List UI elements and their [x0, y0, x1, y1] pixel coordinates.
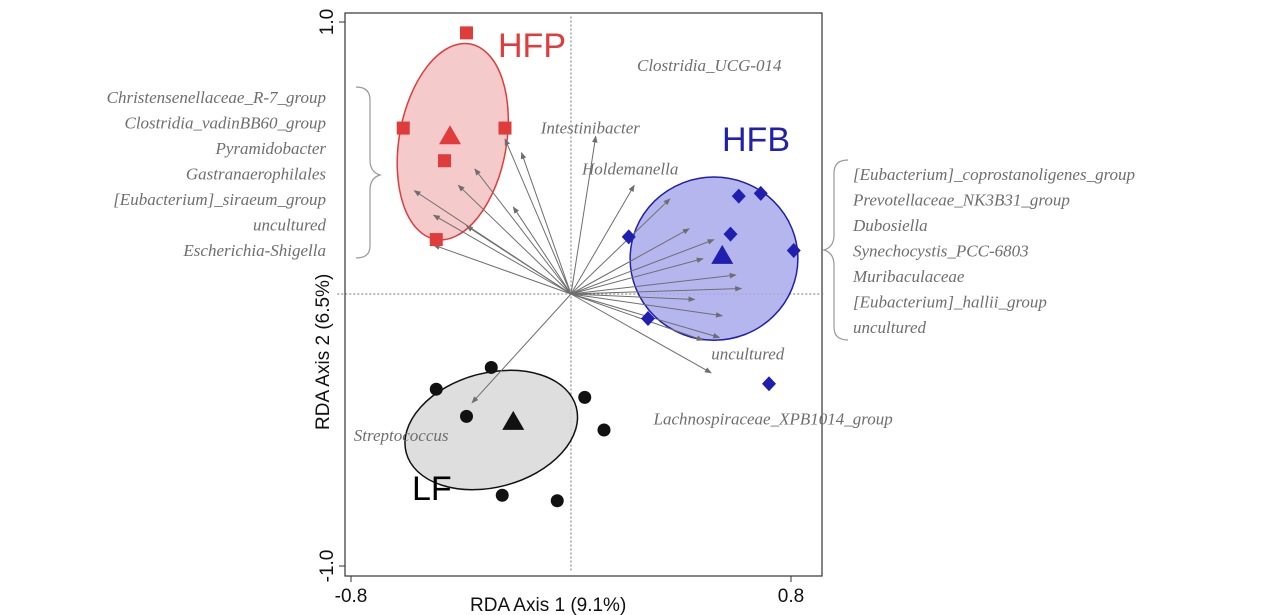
left-taxon-label: Christensenellaceae_R-7_group [107, 88, 326, 107]
group-label-lf: LF [412, 470, 452, 508]
point-hfb [621, 229, 636, 245]
centroid-lf [502, 410, 525, 430]
taxon-arrow [570, 135, 598, 295]
y-tick-label: 1.0 [317, 9, 338, 35]
right-taxon-label: [Eubacterium]_coprostanoligenes_group [853, 165, 1135, 184]
right-brace [821, 159, 849, 341]
group-ellipses [396, 42, 799, 491]
point-lf [597, 423, 611, 437]
taxa-arrows [413, 135, 743, 404]
taxon-arrow [570, 184, 635, 295]
group-labels: HFP HFB LF [412, 27, 790, 508]
x-tick-label: 0.8 [778, 586, 804, 607]
left-taxon-label: uncultured [253, 216, 327, 235]
centroid-hfp [439, 125, 461, 145]
taxon-arrow [570, 257, 704, 295]
point-hfp [396, 121, 410, 135]
group-label-hfp: HFP [498, 27, 566, 65]
x-tick-label: -0.8 [335, 586, 368, 607]
point-hfp [438, 154, 451, 168]
taxon-annotation: Lachnospiraceae_XPB1014_group [653, 410, 893, 429]
point-hfp [498, 121, 512, 135]
left-taxon-label: Gastranaerophilales [186, 165, 326, 184]
x-axis-title: RDA Axis 1 (9.1%) [470, 595, 626, 615]
taxon-arrow [474, 168, 572, 295]
taxon-annotation: Holdemanella [581, 159, 678, 178]
point-lf [460, 409, 473, 423]
right-taxa-list: [Eubacterium]_coprostanoligenes_group Pre… [852, 165, 1135, 337]
point-hfb [641, 310, 655, 326]
taxon-arrow [570, 228, 690, 295]
taxon-arrow [504, 138, 572, 295]
taxon-arrow [432, 244, 572, 295]
right-taxon-label: uncultured [853, 318, 927, 337]
left-brace [355, 86, 383, 259]
right-taxon-label: [Eubacterium]_hallii_group [853, 293, 1047, 312]
point-lf [578, 390, 592, 404]
group-ellipse-lf [404, 369, 579, 491]
centroid-hfb [711, 244, 734, 264]
taxon-arrow [457, 184, 572, 295]
y-tick-label: -1.0 [317, 550, 338, 583]
right-taxon-label: Prevotellaceae_NK3B31_group [852, 191, 1070, 210]
left-taxa-list: Christensenellaceae_R-7_group Clostridia_… [107, 88, 327, 260]
taxon-arrow [570, 285, 743, 295]
point-lf [484, 360, 498, 374]
point-hfb [762, 376, 776, 392]
taxon-arrow [570, 239, 715, 295]
taxon-annotation: Streptococcus [354, 426, 449, 445]
taxon-annotation: Intestinibacter [540, 119, 641, 138]
left-taxon-label: Pyramidobacter [215, 139, 327, 158]
taxon-arrow [512, 206, 572, 295]
taxon-arrow [570, 293, 712, 374]
point-hfb [786, 242, 801, 258]
taxon-arrow [471, 293, 572, 404]
point-lf [550, 494, 564, 508]
left-taxon-label: Escherichia-Shigella [182, 241, 326, 260]
taxon-arrow [570, 293, 704, 341]
point-hfb [753, 185, 768, 201]
group-ellipse-hfb [629, 176, 799, 341]
taxon-arrow [570, 293, 696, 302]
point-hfp [460, 26, 473, 40]
left-taxon-label: [Eubacterium]_siraeum_group [113, 190, 326, 209]
point-hfb [731, 188, 746, 204]
y-axis-title: RDA Axis 2 (6.5%) [313, 274, 334, 430]
right-taxon-label: Muribaculaceae [852, 267, 965, 286]
right-taxon-label: Dubosiella [852, 216, 928, 235]
plot-area: Clostridia_UCG-014 Intestinibacter Holdema… [337, 12, 893, 577]
left-taxon-label: Clostridia_vadinBB60_group [125, 114, 327, 133]
right-taxon-label: Synechocystis_PCC-6803 [853, 242, 1029, 261]
taxon-arrow [432, 214, 572, 295]
taxon-arrow [570, 293, 723, 318]
axis-ticks: -0.8 0.8 1.0 -1.0 [317, 9, 804, 607]
group-centroids [439, 125, 734, 430]
taxon-arrow [465, 225, 572, 295]
point-hfb [723, 226, 738, 242]
taxon-arrow [570, 198, 671, 295]
point-lf [495, 488, 509, 502]
point-lf [429, 382, 443, 396]
point-hfp [429, 233, 443, 247]
taxon-annotation: uncultured [711, 344, 785, 363]
taxa-annotations: Clostridia_UCG-014 Intestinibacter Holdema… [354, 56, 893, 445]
group-label-hfb: HFB [722, 121, 790, 159]
taxon-arrow [570, 272, 737, 295]
taxon-arrow [520, 151, 572, 295]
taxon-annotation: Clostridia_UCG-014 [637, 56, 782, 75]
sample-points [396, 26, 801, 508]
